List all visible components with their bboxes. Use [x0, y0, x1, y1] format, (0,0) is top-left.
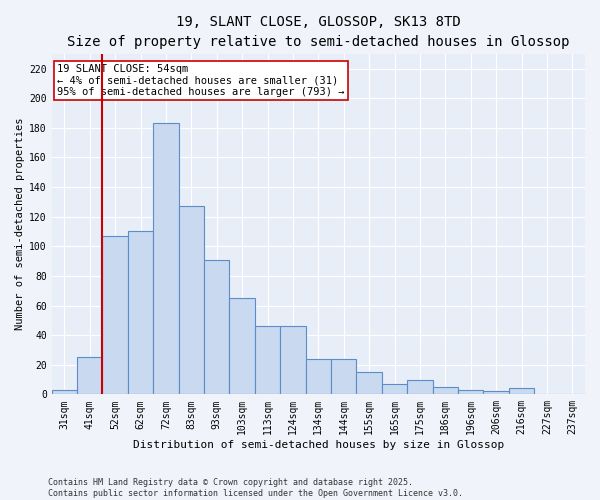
- Title: 19, SLANT CLOSE, GLOSSOP, SK13 8TD
Size of property relative to semi-detached ho: 19, SLANT CLOSE, GLOSSOP, SK13 8TD Size …: [67, 15, 569, 48]
- Bar: [52, 390, 77, 394]
- Bar: [509, 388, 534, 394]
- Bar: [179, 206, 204, 394]
- Bar: [484, 392, 509, 394]
- Bar: [77, 358, 103, 395]
- Bar: [407, 380, 433, 394]
- X-axis label: Distribution of semi-detached houses by size in Glossop: Distribution of semi-detached houses by …: [133, 440, 504, 450]
- Bar: [280, 326, 305, 394]
- Bar: [305, 359, 331, 394]
- Bar: [433, 387, 458, 394]
- Text: Contains HM Land Registry data © Crown copyright and database right 2025.
Contai: Contains HM Land Registry data © Crown c…: [48, 478, 463, 498]
- Bar: [229, 298, 255, 394]
- Y-axis label: Number of semi-detached properties: Number of semi-detached properties: [15, 118, 25, 330]
- Bar: [458, 390, 484, 394]
- Bar: [204, 260, 229, 394]
- Bar: [255, 326, 280, 394]
- Text: 19 SLANT CLOSE: 54sqm
← 4% of semi-detached houses are smaller (31)
95% of semi-: 19 SLANT CLOSE: 54sqm ← 4% of semi-detac…: [57, 64, 344, 97]
- Bar: [331, 359, 356, 394]
- Bar: [153, 124, 179, 394]
- Bar: [103, 236, 128, 394]
- Bar: [382, 384, 407, 394]
- Bar: [356, 372, 382, 394]
- Bar: [128, 232, 153, 394]
